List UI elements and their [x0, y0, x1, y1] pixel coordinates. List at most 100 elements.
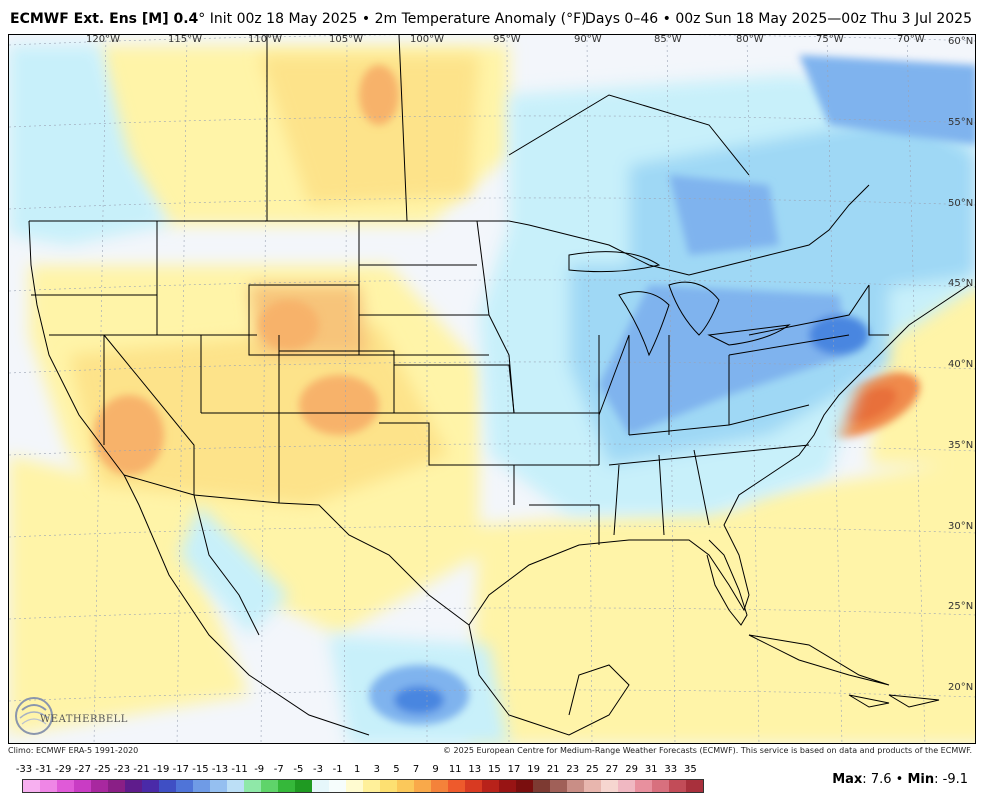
- legend-swatch: [329, 780, 346, 792]
- anomaly-map: [9, 35, 975, 743]
- lon-label: 110°W: [248, 34, 282, 45]
- lat-label: 30°N: [948, 521, 974, 532]
- legend-tick-label: 29: [625, 764, 638, 775]
- legend-swatch: [550, 780, 567, 792]
- lon-label: 100°W: [410, 34, 444, 45]
- max-min-stats: Max: 7.6 • Min: -9.1: [832, 772, 968, 787]
- legend-tick-label: -23: [113, 764, 131, 775]
- lon-label: 75°W: [816, 34, 844, 45]
- max-value: 7.6: [870, 772, 892, 787]
- legend-swatch: [448, 780, 465, 792]
- legend-swatch: [618, 780, 635, 792]
- logo-text: WEATHERBELL: [40, 714, 128, 725]
- legend-tick-label: 9: [432, 764, 439, 775]
- stats-separator: •: [895, 772, 904, 787]
- legend-tick-label: -13: [211, 764, 229, 775]
- lon-label: 115°W: [168, 34, 202, 45]
- lat-label: 40°N: [948, 359, 974, 370]
- legend-tick-label: 17: [507, 764, 521, 775]
- legend-tick-label: 1: [354, 764, 361, 775]
- lon-label: 70°W: [897, 34, 925, 45]
- legend-swatch: [635, 780, 652, 792]
- political-borders: [28, 35, 970, 736]
- lon-label: 105°W: [329, 34, 363, 45]
- legend-swatch: [380, 780, 397, 792]
- legend-tick-label: -29: [55, 764, 72, 775]
- legend-swatch: [516, 780, 533, 792]
- legend-swatch: [397, 780, 414, 792]
- legend-swatch: [40, 780, 57, 792]
- map-panel[interactable]: [8, 34, 976, 744]
- legend-tick-label: -7: [273, 764, 284, 775]
- legend-swatch: [57, 780, 74, 792]
- legend-tick-label: 31: [644, 764, 658, 775]
- legend-tick-label: 5: [393, 764, 400, 775]
- legend-tick-label: -9: [254, 764, 265, 775]
- legend-swatch: [295, 780, 312, 792]
- legend-tick-label: -25: [94, 764, 111, 775]
- legend-swatch: [584, 780, 601, 792]
- min-label: Min: [907, 772, 935, 787]
- lon-label: 95°W: [493, 34, 521, 45]
- logo-swirl-icon: [15, 697, 53, 735]
- legend-tick-label: -17: [172, 764, 189, 775]
- legend-swatch: [74, 780, 91, 792]
- model-name: ECMWF Ext. Ens [M] 0.4: [10, 11, 199, 27]
- cool-strong-regions: [369, 55, 975, 725]
- lon-label: 80°W: [736, 34, 764, 45]
- lat-label: 60°N: [948, 36, 974, 47]
- legend-tick-label: 15: [488, 764, 501, 775]
- legend-swatch: [125, 780, 142, 792]
- legend-swatch: [431, 780, 448, 792]
- legend-swatch: [159, 780, 176, 792]
- lat-label: 45°N: [948, 278, 974, 289]
- lat-label: 50°N: [948, 198, 974, 209]
- lat-label: 25°N: [948, 601, 974, 612]
- weatherbell-logo: WEATHERBELL: [12, 692, 127, 740]
- legend-tick-label: 25: [586, 764, 599, 775]
- max-label: Max: [832, 772, 863, 787]
- legend-tick-label: -1: [332, 764, 343, 775]
- legend-swatch: [346, 780, 363, 792]
- legend-swatch: [414, 780, 431, 792]
- legend-swatch: [23, 780, 40, 792]
- chart-title: ECMWF Ext. Ens [M] 0.4° Init 00z 18 May …: [10, 11, 587, 27]
- legend-swatch: [244, 780, 261, 792]
- legend-swatch: [652, 780, 669, 792]
- legend-tick-label: -19: [153, 764, 170, 775]
- legend-tick-label: 19: [527, 764, 540, 775]
- legend-swatch: [210, 780, 227, 792]
- legend-labels: -33 -31 -29 -27 -25 -23 -21 -19 -17 -15 -13 -11 -9 -7…: [16, 764, 706, 778]
- legend-tick-label: 3: [373, 764, 380, 775]
- color-legend: -33 -31 -29 -27 -25 -23 -21 -19 -17 -15 -13 -11 -9 -7…: [16, 764, 706, 804]
- legend-swatch: [669, 780, 686, 792]
- valid-range: Days 0–46 • 00z Sun 18 May 2025—00z Thu …: [585, 11, 972, 27]
- legend-swatch: [227, 780, 244, 792]
- legend-tick-label: 33: [664, 764, 678, 775]
- legend-tick-label: -21: [133, 764, 150, 775]
- title-details: ° Init 00z 18 May 2025 • 2m Temperature …: [198, 11, 587, 27]
- legend-color-bar: [22, 779, 704, 793]
- legend-swatch: [278, 780, 295, 792]
- legend-swatch: [499, 780, 516, 792]
- warm-mid-regions: [69, 55, 479, 505]
- legend-swatch: [533, 780, 550, 792]
- legend-tick-label: 7: [412, 764, 420, 775]
- legend-swatch: [465, 780, 482, 792]
- legend-tick-label: 13: [468, 764, 482, 775]
- lat-label: 35°N: [948, 440, 974, 451]
- legend-tick-label: -27: [74, 764, 91, 775]
- min-value: -9.1: [942, 772, 968, 787]
- legend-tick-label: 23: [566, 764, 580, 775]
- legend-swatch: [142, 780, 159, 792]
- legend-tick-label: 35: [684, 764, 697, 775]
- legend-tick-label: 21: [546, 764, 560, 775]
- legend-swatch: [91, 780, 108, 792]
- legend-tick-label: -5: [293, 764, 304, 775]
- legend-tick-label: 11: [448, 764, 462, 775]
- lon-label: 120°W: [86, 34, 120, 45]
- lat-label: 55°N: [948, 117, 974, 128]
- legend-swatch: [363, 780, 380, 792]
- legend-swatch: [108, 780, 125, 792]
- legend-tick-label: -31: [35, 764, 52, 775]
